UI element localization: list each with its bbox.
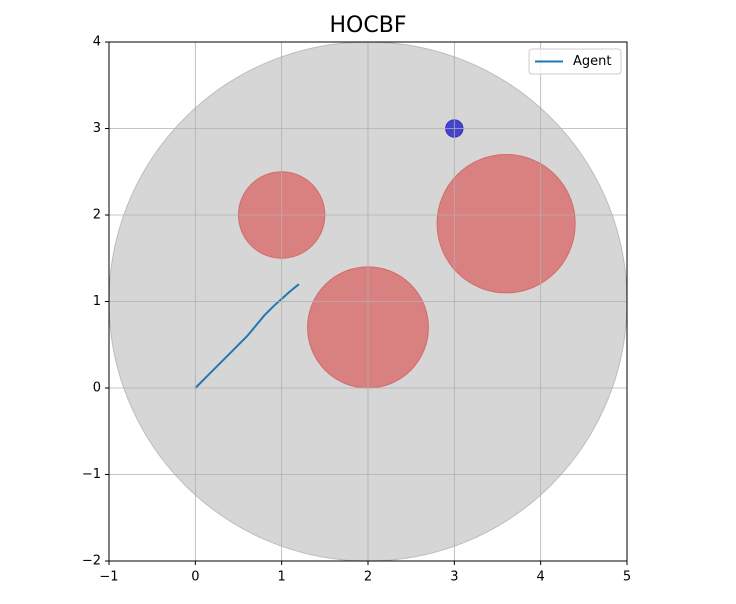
legend-box bbox=[528, 48, 622, 75]
legend-label: Agent bbox=[573, 54, 611, 69]
y-tick-label: 3 bbox=[93, 121, 101, 136]
x-tick-label: 3 bbox=[450, 570, 458, 585]
axes-frame bbox=[108, 41, 628, 562]
chart-title: HOCBF bbox=[330, 13, 407, 38]
y-tick-label: 2 bbox=[93, 208, 101, 223]
x-tick-label: 5 bbox=[623, 570, 631, 585]
y-tick-label: 1 bbox=[93, 294, 101, 309]
x-tick-label: 2 bbox=[364, 570, 372, 585]
y-tick-label: −1 bbox=[82, 467, 101, 482]
y-tick-label: −2 bbox=[82, 554, 101, 569]
agent-line bbox=[194, 283, 300, 389]
circle-marker bbox=[436, 153, 576, 294]
x-tick-label: −1 bbox=[99, 570, 118, 585]
y-tick-label: 4 bbox=[93, 35, 101, 50]
x-tick-label: 4 bbox=[537, 570, 545, 585]
x-tick-label: 0 bbox=[191, 570, 199, 585]
x-tick-label: 1 bbox=[278, 570, 286, 585]
y-tick-label: 0 bbox=[93, 381, 101, 396]
